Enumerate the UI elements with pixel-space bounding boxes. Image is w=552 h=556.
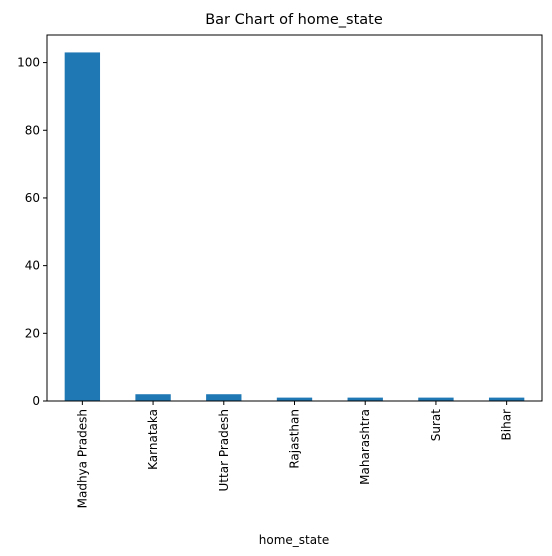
y-tick-label-4: 80 [25, 123, 40, 137]
chart-title: Bar Chart of home_state [205, 12, 383, 28]
x-tick-label-2: Uttar Pradesh [217, 409, 231, 491]
y-tick-label-5: 100 [17, 56, 40, 70]
y-tick-label-1: 20 [25, 326, 40, 340]
x-tick-label-5: Surat [429, 409, 443, 442]
y-tick-label-3: 60 [25, 191, 40, 205]
x-tick-label-3: Rajasthan [288, 409, 302, 469]
bar-2 [206, 394, 242, 401]
bar-5 [418, 397, 454, 401]
bar-1 [135, 394, 171, 401]
x-tick-label-6: Bihar [500, 409, 514, 441]
plot-area: 0 20 40 60 80 100 Madhya Pradesh Karnataka Uttar… [17, 34, 543, 508]
x-tick-label-4: Maharashtra [358, 409, 372, 485]
axes-frame [46, 34, 543, 402]
bar-4 [347, 397, 383, 401]
x-axis-label: home_state [259, 533, 329, 547]
bar-3 [276, 397, 313, 401]
x-tick-label-0: Madhya Pradesh [75, 409, 89, 508]
bar-0 [64, 52, 101, 402]
x-tick-label-1: Karnataka [146, 409, 160, 470]
bar-6 [488, 397, 525, 401]
y-tick-label-0: 0 [32, 394, 40, 408]
y-tick-label-2: 40 [25, 259, 40, 273]
